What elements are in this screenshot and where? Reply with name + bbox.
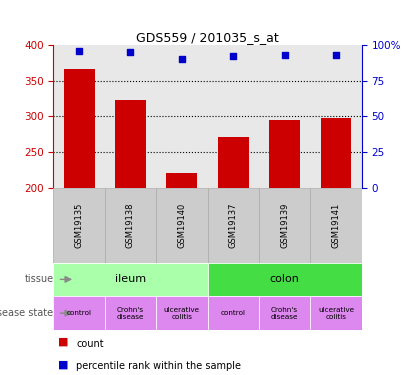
Text: ■: ■ xyxy=(58,337,68,347)
Text: GSM19135: GSM19135 xyxy=(75,202,83,248)
Point xyxy=(230,53,237,59)
Bar xyxy=(208,262,362,296)
Bar xyxy=(208,188,259,262)
Text: Crohn's
disease: Crohn's disease xyxy=(117,307,144,320)
Text: GSM19138: GSM19138 xyxy=(126,202,135,248)
Bar xyxy=(105,296,156,330)
Bar xyxy=(105,188,156,262)
Point xyxy=(333,52,339,58)
Bar xyxy=(259,296,310,330)
Text: ulcerative
colitis: ulcerative colitis xyxy=(164,307,200,320)
Bar xyxy=(310,296,362,330)
Point xyxy=(76,48,82,54)
Text: ■: ■ xyxy=(58,359,68,369)
Text: ileum: ileum xyxy=(115,274,146,284)
Bar xyxy=(156,188,208,262)
Bar xyxy=(269,120,300,188)
Point xyxy=(178,56,185,62)
Bar xyxy=(321,118,351,188)
Bar xyxy=(156,296,208,330)
Bar xyxy=(259,188,310,262)
Point xyxy=(281,52,288,58)
Bar xyxy=(53,262,208,296)
Text: tissue: tissue xyxy=(24,274,53,284)
Bar xyxy=(166,172,197,188)
Text: control: control xyxy=(67,310,92,316)
Bar xyxy=(64,69,95,188)
Text: control: control xyxy=(221,310,246,316)
Bar xyxy=(218,137,249,188)
Text: GSM19139: GSM19139 xyxy=(280,202,289,248)
Bar xyxy=(53,188,105,262)
Text: percentile rank within the sample: percentile rank within the sample xyxy=(76,361,241,371)
Text: ulcerative
colitis: ulcerative colitis xyxy=(318,307,354,320)
Text: count: count xyxy=(76,339,104,349)
Text: Crohn's
disease: Crohn's disease xyxy=(271,307,298,320)
Text: disease state: disease state xyxy=(0,308,53,318)
Bar xyxy=(53,296,105,330)
Title: GDS559 / 201035_s_at: GDS559 / 201035_s_at xyxy=(136,31,279,44)
Text: colon: colon xyxy=(270,274,300,284)
Point xyxy=(127,49,134,55)
Text: GSM19141: GSM19141 xyxy=(332,202,340,248)
Text: GSM19140: GSM19140 xyxy=(178,202,186,248)
Bar xyxy=(208,296,259,330)
Bar xyxy=(310,188,362,262)
Text: GSM19137: GSM19137 xyxy=(229,202,238,248)
Bar xyxy=(115,100,146,188)
